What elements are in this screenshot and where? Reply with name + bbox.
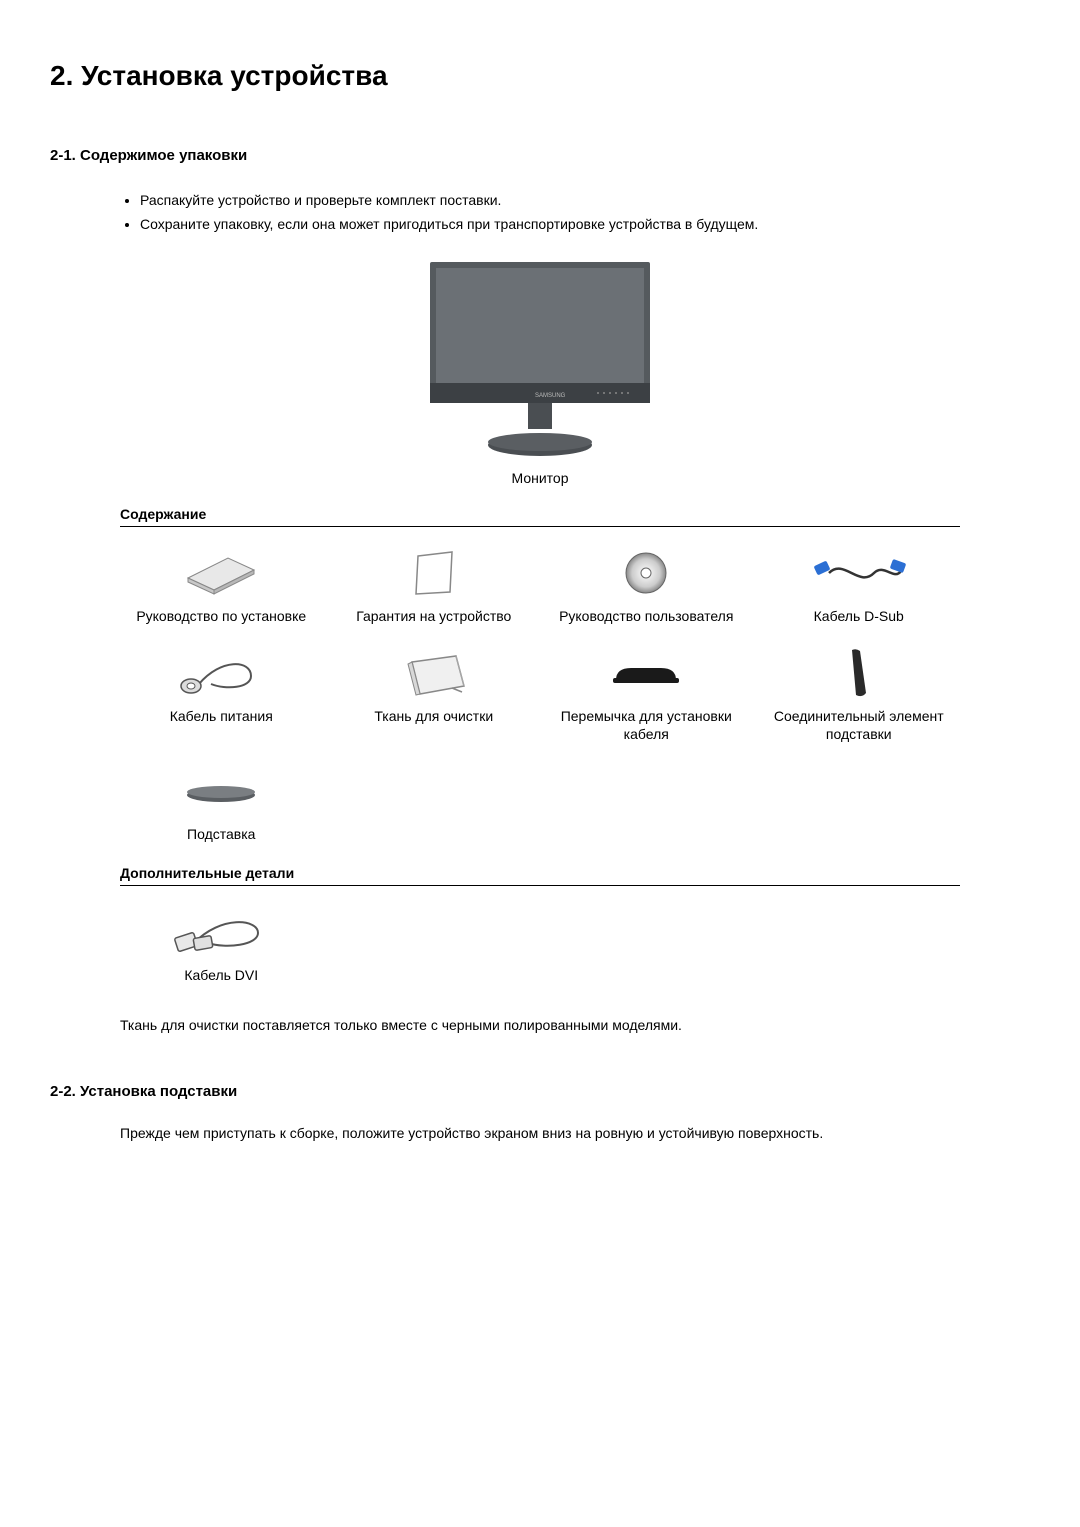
- item-label: Гарантия на устройство: [333, 607, 536, 625]
- contents-heading: Содержание: [120, 506, 960, 527]
- item-label: Руководство пользователя: [545, 607, 748, 625]
- bullet-item: Распакуйте устройство и проверьте компле…: [140, 189, 1030, 213]
- item-cell: Подставка: [120, 755, 323, 845]
- cloth-note: Ткань для очистки поставляется только вм…: [120, 1017, 1030, 1033]
- section-2-2-title: 2-2. Установка подставки: [50, 1083, 1030, 1100]
- item-label: Соединительный элемент подставки: [758, 707, 961, 743]
- cd-icon: [621, 548, 671, 598]
- item-cell: Гарантия на устройство: [333, 537, 536, 627]
- stand-base-icon: [181, 779, 261, 804]
- chapter-title: 2. Установка устройства: [50, 60, 1030, 92]
- monitor-caption: Монитор: [50, 470, 1030, 486]
- item-label: Кабель питания: [120, 707, 323, 725]
- power-cable-icon: [171, 648, 271, 698]
- dvi-cable-icon: [166, 907, 276, 957]
- optional-grid: Кабель DVI: [120, 896, 960, 986]
- item-cell: Кабель питания: [120, 637, 323, 745]
- monitor-figure: SAMSUNG Монитор: [50, 257, 1030, 486]
- item-cell: Кабель DVI: [120, 896, 323, 986]
- item-label: Кабель D-Sub: [758, 607, 961, 625]
- bullet-item: Сохраните упаковку, если она может приго…: [140, 213, 1030, 237]
- contents-grid: Руководство по установке Гарантия на уст…: [120, 537, 960, 846]
- item-label: Кабель DVI: [120, 966, 323, 984]
- item-cell: Кабель D-Sub: [758, 537, 961, 627]
- item-cell: Руководство по установке: [120, 537, 323, 627]
- item-cell: Руководство пользователя: [545, 537, 748, 627]
- section-2-2-body: Прежде чем приступать к сборке, положите…: [120, 1125, 1030, 1141]
- item-cell: Соединительный элемент подставки: [758, 637, 961, 745]
- dsub-cable-icon: [809, 553, 909, 593]
- monitor-icon: SAMSUNG: [420, 257, 660, 457]
- section-2-1-title: 2-1. Содержимое упаковки: [50, 147, 1030, 164]
- warranty-card-icon: [404, 548, 464, 598]
- item-label: Подставка: [120, 825, 323, 843]
- cable-holder-icon: [601, 658, 691, 688]
- cloth-icon: [394, 648, 474, 698]
- item-cell: Ткань для очистки: [333, 637, 536, 745]
- bullet-list: Распакуйте устройство и проверьте компле…: [120, 189, 1030, 237]
- quick-guide-icon: [176, 548, 266, 598]
- svg-text:SAMSUNG: SAMSUNG: [535, 393, 566, 399]
- optional-heading: Дополнительные детали: [120, 865, 960, 886]
- item-label: Ткань для очистки: [333, 707, 536, 725]
- stand-connector-icon: [834, 645, 884, 700]
- item-label: Перемычка для установки кабеля: [545, 707, 748, 743]
- item-cell: Перемычка для установки кабеля: [545, 637, 748, 745]
- item-label: Руководство по установке: [120, 607, 323, 625]
